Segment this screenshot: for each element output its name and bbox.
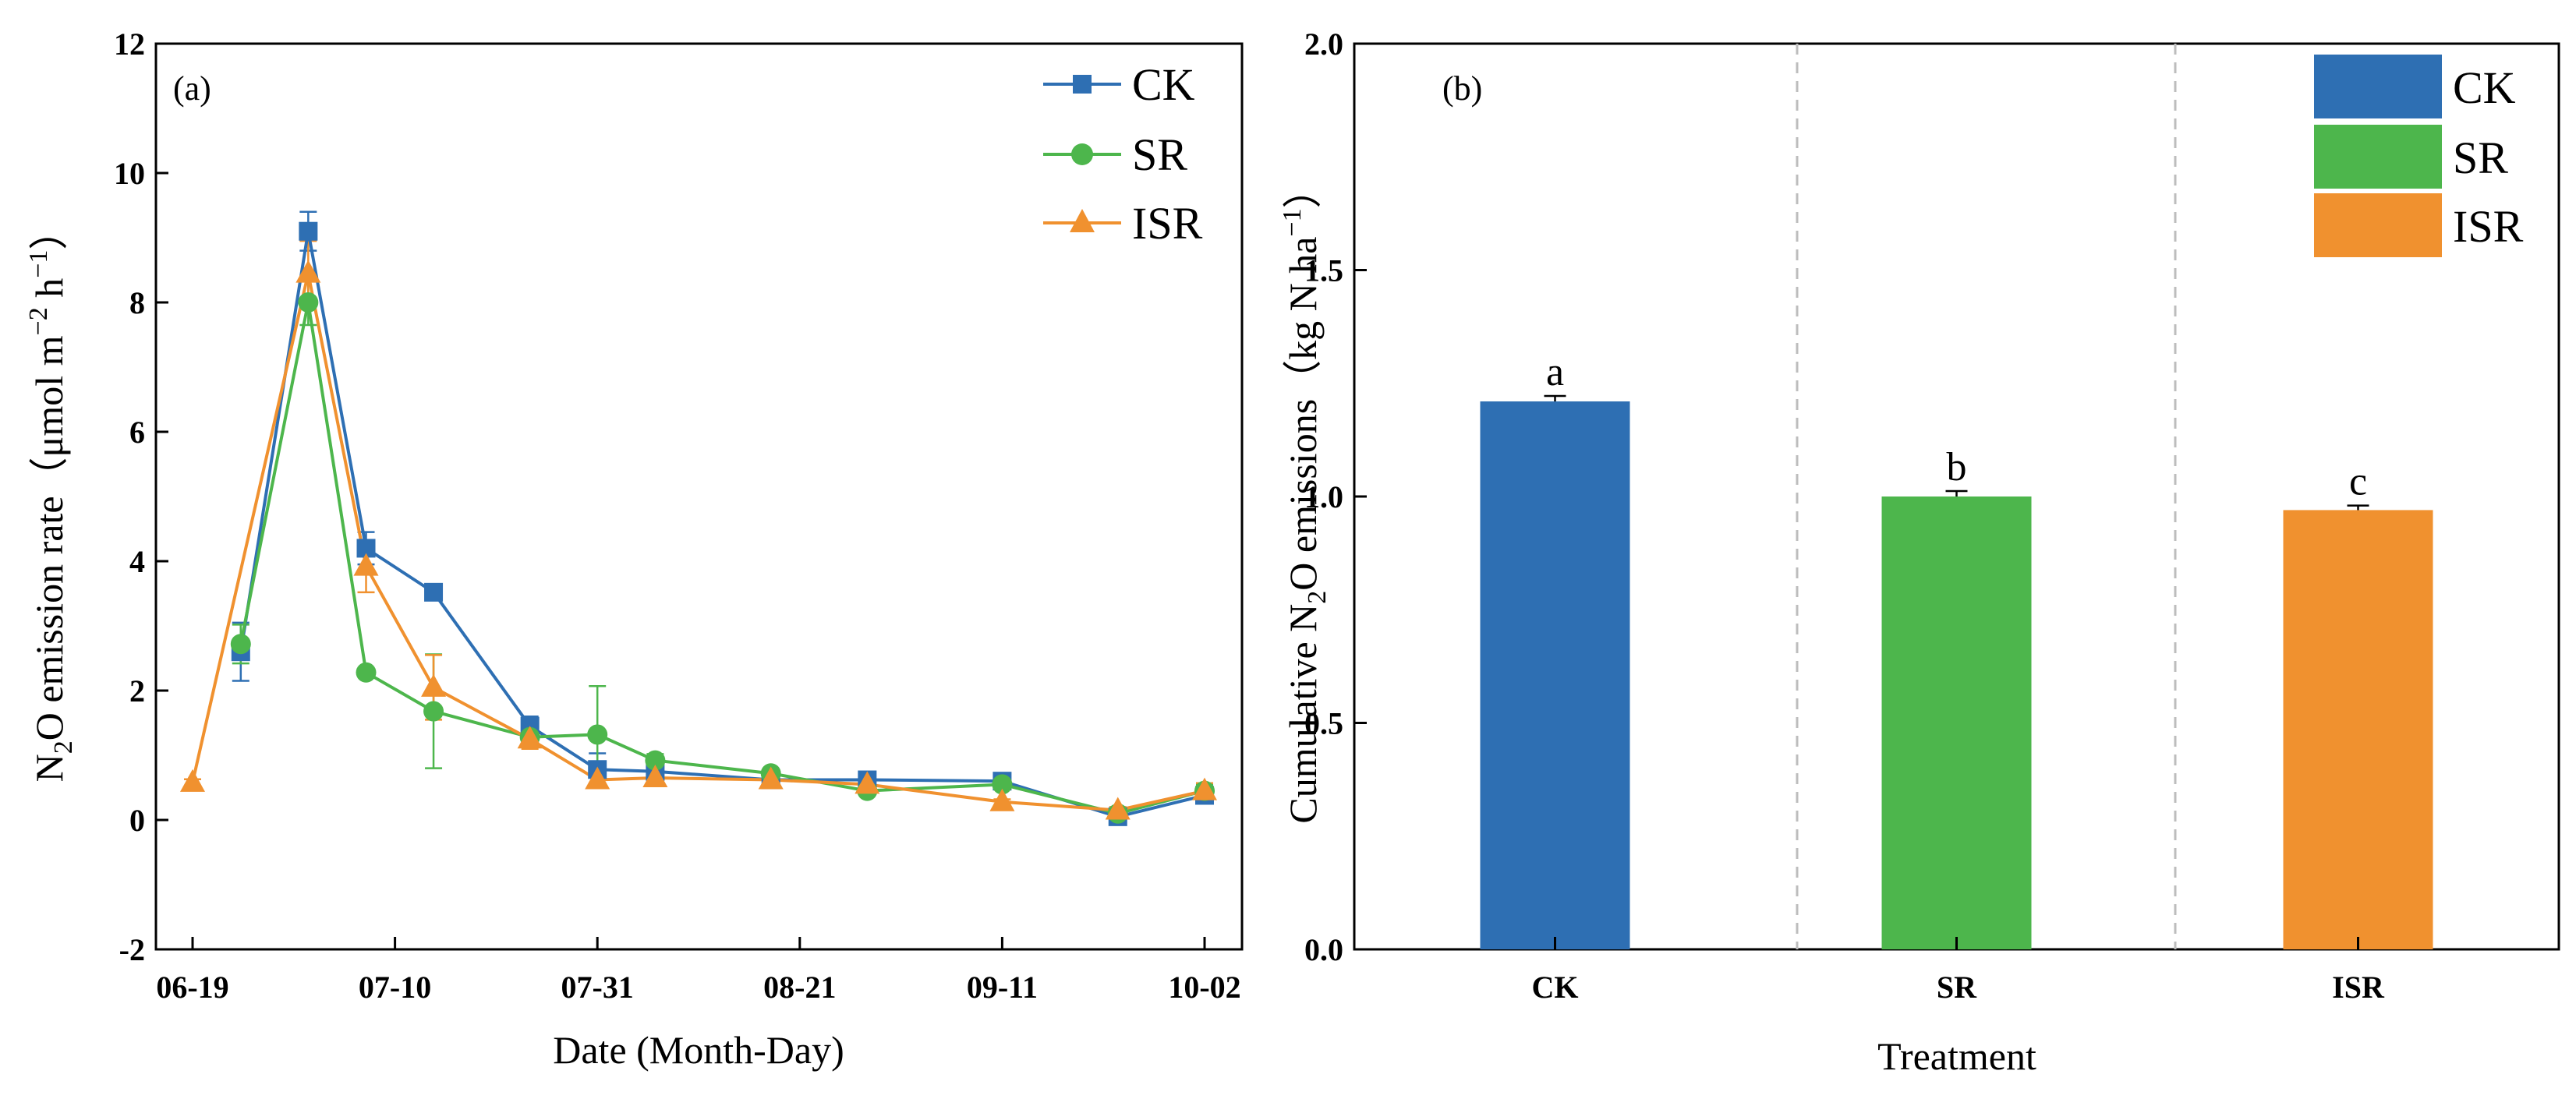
legend-b-entry-ck: CK (2314, 55, 2516, 118)
point-isr (1192, 777, 1217, 800)
point-ck (299, 221, 318, 241)
point-isr (585, 766, 610, 790)
panel-a-error-bars (184, 210, 1213, 822)
legend-b-entry-isr: ISR (2314, 193, 2524, 257)
panel-a-x-ticks: 06-19 07-10 07-31 08-21 09-11 10-02 (156, 937, 1241, 1005)
bar-isr (2283, 510, 2433, 949)
legend-b-entry-sr: SR (2314, 125, 2508, 189)
panel-b-bars: a CK b SR c ISR (1480, 350, 2433, 1005)
legend-entry-ck: CK (1043, 59, 1195, 110)
bar-ck (1480, 401, 1630, 949)
point-ck (424, 582, 444, 602)
legend-ck-marker (1073, 75, 1092, 94)
y-tick-label: 2.0 (1304, 27, 1343, 62)
y-tick-label: 0.0 (1304, 932, 1343, 967)
point-sr (645, 750, 666, 771)
panel-a-y-axis-title: N2O emission rate（μmol m−2 h−1） (24, 211, 78, 783)
panel-b-y-axis-title: Cumulative N2O emissions（kg N ha−1） (1278, 169, 1332, 823)
panel-a-series-lines (191, 231, 1205, 818)
point-isr (180, 769, 205, 792)
y-tick-label: 6 (129, 415, 145, 450)
panel-b-x-axis-title: Treatment (1877, 1034, 2036, 1078)
point-isr (295, 260, 321, 283)
y-tick-label: 0.5 (1304, 706, 1343, 741)
y-tick-label: -2 (119, 932, 145, 967)
point-isr (855, 771, 880, 794)
y-tick-label: 4 (129, 544, 145, 579)
point-isr (758, 766, 784, 790)
series-line-isr (191, 273, 1205, 812)
legend-isr-label: ISR (1132, 198, 1203, 249)
legend-b-isr-swatch (2314, 193, 2442, 257)
legend-b-sr-label: SR (2453, 133, 2508, 183)
point-isr (1105, 797, 1131, 820)
legend-b-isr-label: ISR (2453, 201, 2524, 252)
point-sr (587, 724, 608, 745)
point-sr (423, 701, 444, 722)
panel-b-y-ticks: 0.0 0.5 1.0 1.5 2.0 (1304, 27, 1367, 967)
x-tick-label-isr: ISR (2332, 970, 2385, 1005)
point-sr (230, 634, 251, 655)
y-tick-label: 10 (114, 156, 145, 191)
legend-sr-marker (1071, 143, 1093, 165)
legend-isr-marker (1070, 209, 1095, 232)
legend-entry-isr: ISR (1043, 198, 1203, 249)
point-isr (421, 673, 447, 697)
panel-b-bar-chart: 0.0 0.5 1.0 1.5 2.0 a CK b SR c ISR (b) CK SR ISR… (1278, 27, 2560, 1078)
legend-entry-sr: SR (1043, 129, 1187, 180)
x-tick-label: 06-19 (156, 970, 228, 1005)
y-tick-label: 1.0 (1304, 479, 1343, 514)
panel-a-line-chart: -2 0 2 4 6 8 10 12 06-19 07-10 07-31 08-21 09-11 10-… (24, 27, 1244, 1072)
x-tick-label: 07-10 (359, 970, 431, 1005)
point-isr (642, 765, 668, 788)
point-sr (356, 662, 377, 683)
y-tick-label: 12 (114, 27, 145, 62)
significance-letter-sr: b (1947, 445, 1967, 489)
legend-b-ck-label: CK (2453, 62, 2516, 113)
y-tick-label: 2 (129, 673, 145, 709)
series-line-ck (239, 231, 1205, 818)
panel-b-legend: CK SR ISR (2314, 55, 2524, 257)
x-tick-label: 08-21 (763, 970, 836, 1005)
panel-b-label: (b) (1442, 69, 1482, 108)
x-tick-label: 10-02 (1168, 970, 1240, 1005)
x-tick-label: 09-11 (967, 970, 1038, 1005)
significance-letter-ck: a (1546, 350, 1564, 394)
panel-a-y-ticks: -2 0 2 4 6 8 10 12 (114, 27, 168, 967)
point-sr (298, 292, 319, 313)
panel-a-markers (180, 221, 1217, 826)
point-sr (992, 774, 1013, 795)
point-isr (353, 553, 379, 576)
legend-b-sr-swatch (2314, 125, 2442, 189)
x-tick-label: 07-31 (561, 970, 634, 1005)
legend-ck-label: CK (1132, 59, 1195, 110)
panel-a-label: (a) (173, 69, 211, 108)
panel-a-x-axis-title: Date (Month-Day) (553, 1028, 844, 1072)
point-isr (517, 726, 543, 749)
x-tick-label-sr: SR (1937, 970, 1977, 1005)
y-tick-label: 1.5 (1304, 253, 1343, 288)
bar-sr (1881, 496, 2032, 949)
legend-b-ck-swatch (2314, 55, 2442, 118)
series-line-sr (239, 302, 1205, 815)
y-tick-label: 8 (129, 285, 145, 320)
legend-sr-label: SR (1132, 129, 1187, 180)
y-tick-label: 0 (129, 803, 145, 838)
point-isr (989, 788, 1015, 811)
significance-letter-isr: c (2349, 460, 2367, 504)
panel-a-frame (154, 42, 1244, 951)
x-tick-label-ck: CK (1532, 970, 1579, 1005)
panel-a-legend: CK SR ISR (1043, 59, 1203, 249)
